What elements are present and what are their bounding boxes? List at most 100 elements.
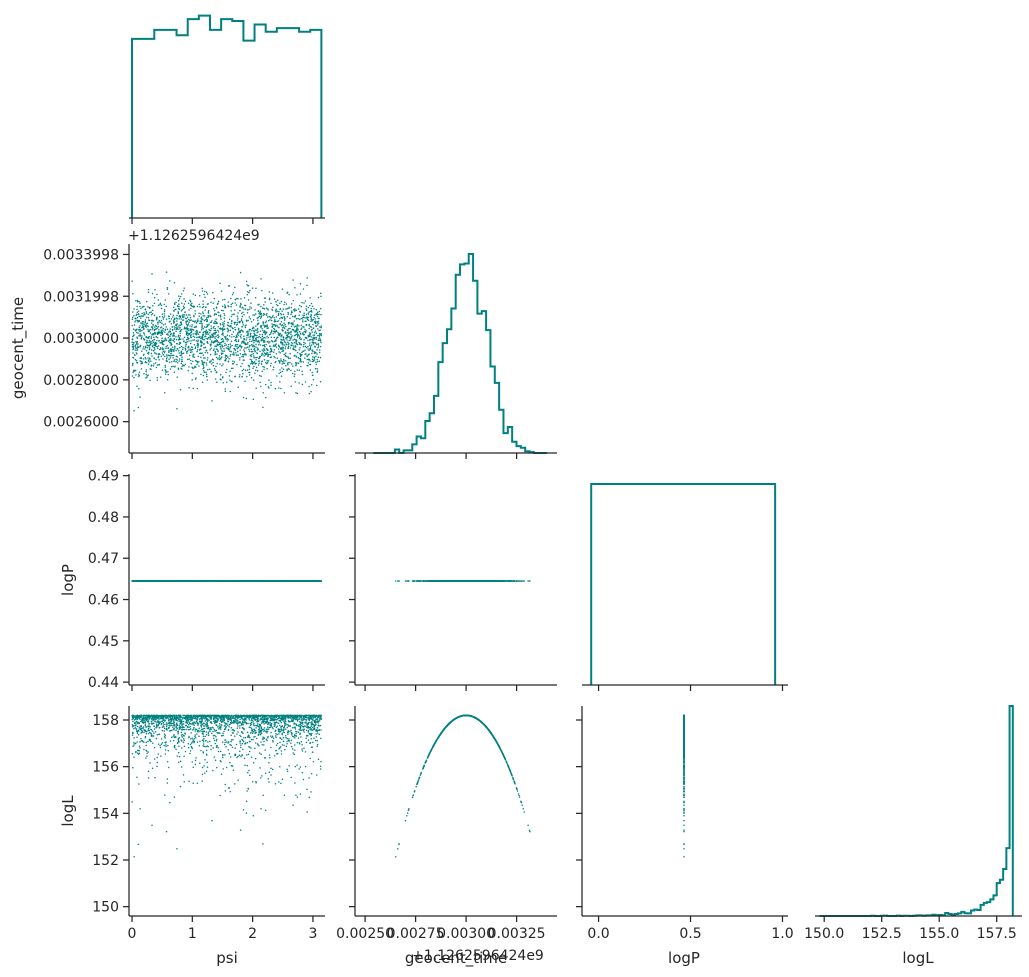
scatter-point [156,377,158,379]
scatter-point [152,320,155,322]
scatter-point [169,341,171,344]
scatter-point [230,350,233,353]
scatter-point [299,331,301,333]
scatter-point [317,296,320,299]
scatter-point [273,317,275,319]
scatter-point [219,314,222,316]
scatter-point [229,390,231,393]
scatter-point [290,310,293,312]
scatter-point [235,324,238,326]
scatter-point [273,298,276,300]
scatter-point [229,370,231,372]
scatter-point [226,334,229,336]
scatter-point [245,280,248,283]
scatter-point [195,333,197,335]
scatter-point [160,376,162,378]
scatter-point [195,330,197,333]
scatter-point [300,365,302,368]
scatter-point [155,358,157,361]
scatter-point [232,367,234,369]
scatter-point [280,300,283,303]
scatter-point [281,370,284,373]
scatter-point [202,374,205,377]
scatter-point [309,325,312,328]
scatter-point [161,332,164,334]
scatter-point [215,313,218,316]
scatter-point [165,305,167,308]
scatter-point [156,379,159,381]
scatter-point [262,406,264,409]
scatter-point [179,332,181,335]
scatter-point [249,358,251,361]
scatter-point [315,308,318,311]
scatter-point [140,315,143,317]
scatter-point [139,328,141,331]
scatter-point [206,326,208,328]
scatter-point [160,326,163,328]
scatter-point [239,331,242,333]
scatter-point [156,337,159,339]
scatter-point [310,329,313,331]
scatter-point [292,299,294,302]
scatter-point [148,335,151,338]
scatter-point [131,375,134,377]
scatter-point [179,346,181,349]
scatter-point [142,348,144,350]
scatter-point [260,363,263,365]
scatter-point [234,345,236,347]
scatter-point [210,301,212,304]
scatter-point [273,355,275,358]
scatter-point [153,363,155,365]
scatter-point [257,364,260,366]
scatter-point [305,320,307,322]
scatter-point [256,347,259,349]
scatter-point [281,363,283,365]
scatter-point [199,322,201,325]
scatter-point [272,323,275,326]
scatter-point [313,352,316,354]
scatter-point [256,329,258,332]
scatter-point [263,352,266,354]
scatter-point [157,304,160,306]
scatter-point [231,302,234,305]
scatter-point [283,327,286,330]
scatter-point [180,345,183,348]
scatter-point [175,326,177,329]
scatter-point [131,335,134,338]
scatter-point [235,338,237,341]
scatter-point [277,320,280,322]
scatter-point [265,337,267,339]
scatter-point [281,310,283,312]
scatter-point [146,352,149,354]
scatter-point [215,345,218,348]
scatter-point [296,334,299,337]
scatter-point [258,315,261,318]
scatter-point [146,316,148,319]
scatter-point [176,314,178,317]
scatter-point [192,355,194,357]
scatter-point [221,305,224,308]
scatter-point [151,313,154,315]
scatter-point [132,362,134,365]
scatter-point [258,335,260,338]
scatter-point [290,325,293,328]
scatter-point [193,339,196,341]
scatter-point [252,367,254,369]
scatter-point [177,312,180,314]
scatter-point [224,344,226,347]
scatter-point [189,351,192,354]
scatter-point [173,337,175,340]
scatter-point [156,346,159,348]
scatter-point [147,288,150,291]
scatter-point [298,369,301,371]
scatter-point [294,334,297,336]
scatter-point [295,392,297,394]
scatter-point [187,314,190,316]
scatter-point [293,348,296,351]
scatter-point [214,353,216,356]
scatter-point [136,316,139,319]
scatter-point [279,308,281,310]
scatter-point [205,329,208,331]
scatter-point [292,279,294,281]
scatter-point [161,340,163,342]
